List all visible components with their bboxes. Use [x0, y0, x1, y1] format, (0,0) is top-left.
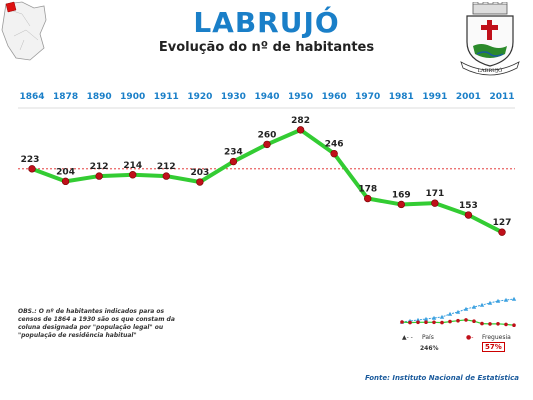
data-label: 260	[258, 130, 277, 140]
country-point	[503, 297, 509, 302]
data-label: 153	[459, 201, 478, 211]
parish-point	[496, 322, 500, 326]
data-label: 203	[190, 168, 209, 178]
parish-map-thumbnail	[1, 1, 47, 61]
data-point	[330, 149, 338, 158]
year-tick-label: 1940	[254, 92, 279, 102]
year-tick-label: 1960	[322, 92, 347, 102]
country-point	[415, 317, 421, 322]
data-point	[162, 172, 170, 180]
year-tick-label: 1950	[288, 92, 313, 102]
year-tick-label: 1970	[355, 92, 380, 102]
year-tick-label: 1930	[221, 92, 246, 102]
data-point	[95, 172, 103, 180]
data-label: 212	[157, 162, 176, 172]
parish-point	[480, 321, 484, 326]
parish-point	[504, 322, 508, 327]
year-tick-label: 1864	[19, 92, 44, 102]
year-tick-label: 1991	[422, 92, 447, 102]
data-point	[364, 194, 372, 203]
crest-caption: LABRUJÓ	[478, 66, 503, 74]
year-tick-label: 1878	[53, 92, 78, 102]
country-point	[431, 315, 437, 320]
year-tick-label: 2011	[489, 92, 514, 102]
data-label: 204	[56, 167, 75, 177]
data-label: 223	[21, 155, 40, 165]
data-source: Fonte: Instituto Nacional de Estatística	[364, 374, 519, 382]
country-point	[439, 314, 445, 319]
data-label: 246	[325, 140, 344, 150]
data-point	[431, 199, 439, 207]
data-point	[61, 177, 70, 186]
country-point	[487, 300, 493, 305]
country-point	[471, 304, 477, 309]
country-point	[455, 309, 461, 314]
coat-of-arms-icon: LABRUJÓ	[460, 2, 520, 76]
parish-point	[488, 322, 492, 326]
parish-point	[448, 319, 452, 324]
page-title: LABRUJÓ	[193, 6, 340, 39]
year-tick-label: 1890	[87, 92, 112, 102]
data-label: 212	[90, 162, 109, 172]
comparison-mini-chart	[399, 296, 517, 327]
legend-parish-label: Freguesia	[482, 334, 511, 341]
data-label: 169	[392, 190, 411, 200]
data-point	[229, 157, 238, 166]
parish-point	[464, 318, 468, 322]
year-tick-label: 2001	[456, 92, 481, 102]
data-label: 171	[425, 189, 444, 199]
country-point	[447, 311, 453, 316]
data-label: 214	[123, 161, 142, 171]
page-subtitle: Evolução do nº de habitantes	[158, 40, 375, 55]
parish-percentage: 57%	[482, 342, 505, 352]
legend-country-marker: ▲- -	[402, 334, 413, 341]
data-point	[397, 200, 405, 209]
parish-point	[432, 320, 436, 325]
data-label: 127	[493, 218, 512, 228]
data-point	[296, 126, 305, 134]
year-tick-label: 1981	[389, 92, 414, 102]
parish-point	[472, 319, 476, 323]
legend-parish-marker: ●-	[466, 334, 474, 341]
country-point	[463, 306, 469, 311]
data-point	[196, 178, 204, 186]
year-tick-label: 1900	[120, 92, 145, 102]
data-point	[28, 165, 36, 173]
parish-point	[440, 320, 444, 325]
parish-point	[512, 323, 516, 327]
year-tick-label: 1911	[154, 92, 179, 102]
country-percentage: 246%	[420, 345, 439, 352]
year-tick-label: 1920	[187, 92, 212, 102]
data-label: 282	[291, 116, 310, 126]
parish-point	[456, 318, 460, 323]
parish-point	[416, 320, 420, 325]
data-point	[464, 211, 473, 219]
country-point	[495, 298, 501, 303]
legend-country-label: País	[422, 334, 434, 341]
parish-point	[400, 320, 404, 324]
data-label: 234	[224, 148, 243, 158]
data-point	[129, 171, 137, 179]
country-point	[479, 302, 485, 307]
footnote: OBS.: O nº de habitantes indicados para …	[18, 308, 175, 339]
parish-point	[424, 320, 428, 324]
country-point	[511, 296, 517, 301]
data-point	[263, 140, 271, 149]
parish-point	[408, 320, 412, 325]
data-label: 178	[358, 185, 377, 195]
data-point	[498, 228, 506, 236]
population-line-chart: 1864 1878 1890 1900 1911 1920 1930 1940 1950 1960…	[18, 92, 515, 236]
country-point	[423, 316, 429, 321]
